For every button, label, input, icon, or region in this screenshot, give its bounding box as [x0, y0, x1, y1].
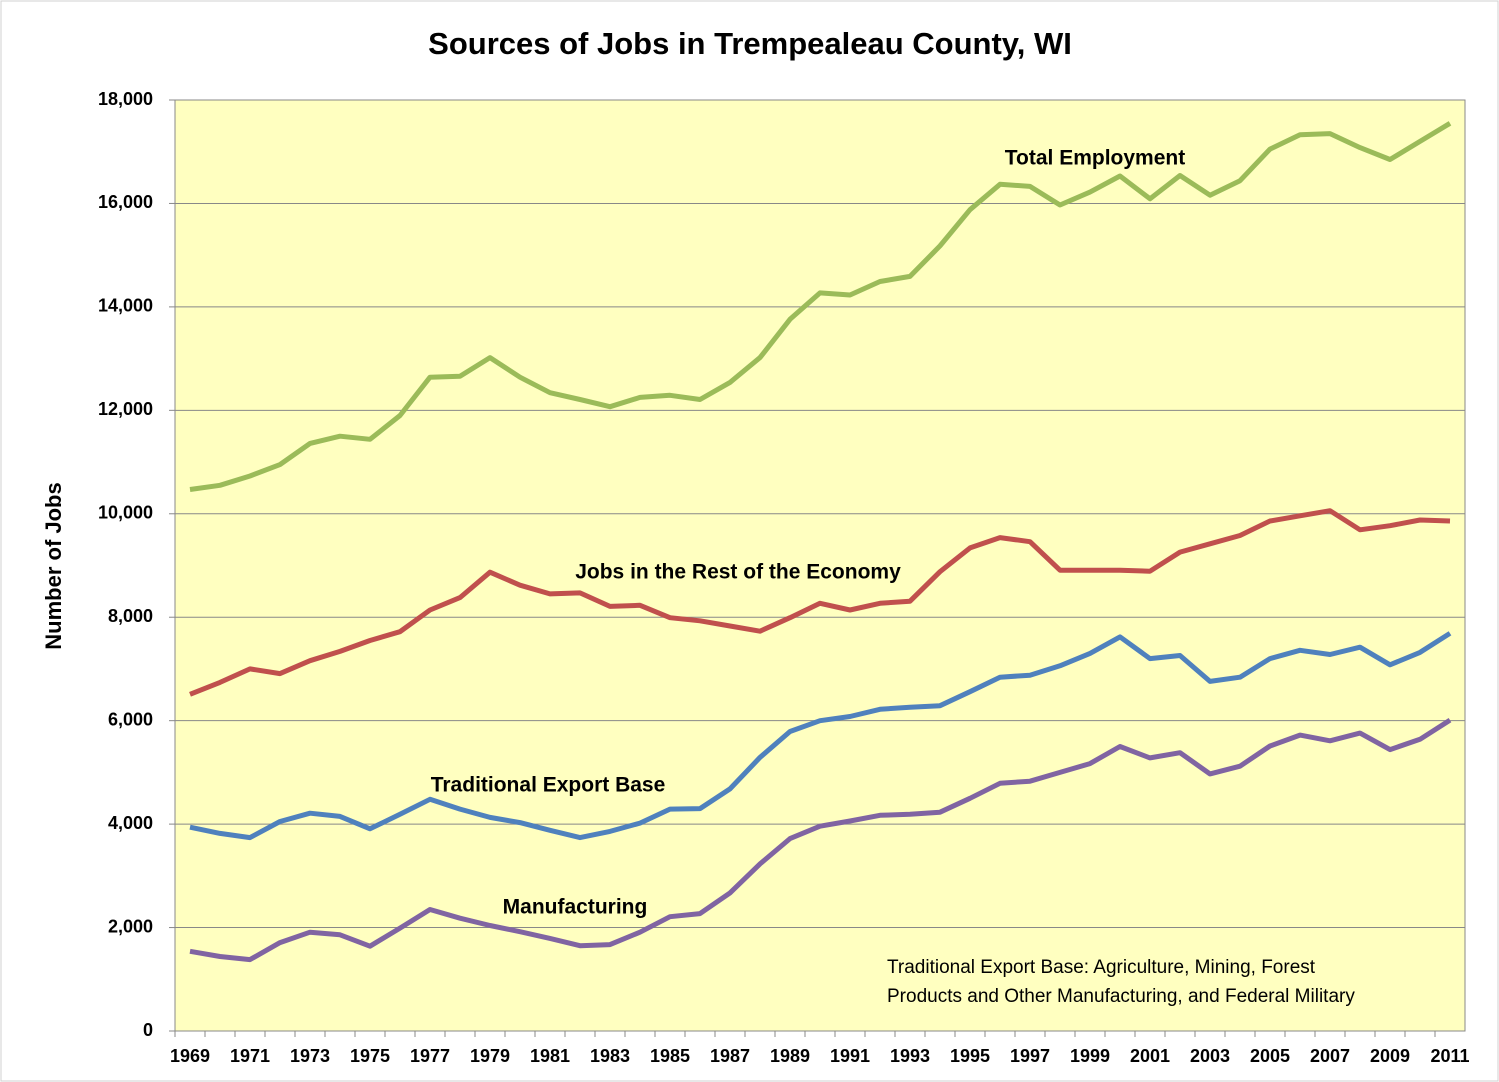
y-tick-label: 6,000 — [108, 709, 153, 729]
x-tick-label: 1995 — [950, 1046, 990, 1066]
y-tick-label: 8,000 — [108, 606, 153, 626]
x-tick-label: 1981 — [530, 1046, 570, 1066]
x-tick-label: 2009 — [1370, 1046, 1410, 1066]
y-tick-label: 12,000 — [98, 399, 153, 419]
y-tick-label: 18,000 — [98, 89, 153, 109]
series-line — [189, 121, 1452, 492]
x-tick-label: 2001 — [1130, 1046, 1170, 1066]
x-tick-label: 1999 — [1070, 1046, 1110, 1066]
x-tick-label: 1983 — [590, 1046, 630, 1066]
y-tick-label: 4,000 — [108, 813, 153, 833]
chart-title: Sources of Jobs in Trempealeau County, W… — [428, 26, 1072, 61]
x-tick-label: 1985 — [650, 1046, 690, 1066]
x-tick-label: 2005 — [1250, 1046, 1290, 1066]
x-tick-label: 2007 — [1310, 1046, 1350, 1066]
x-tick-label: 1993 — [890, 1046, 930, 1066]
series-line — [189, 508, 1451, 697]
series-line — [189, 631, 1452, 841]
series-line — [189, 717, 1452, 963]
x-tick-label: 1979 — [470, 1046, 510, 1066]
x-tick-label: 2011 — [1430, 1046, 1469, 1066]
x-tick-label: 2003 — [1190, 1046, 1230, 1066]
y-tick-label: 14,000 — [98, 296, 153, 316]
x-tick-label: 1991 — [830, 1046, 870, 1066]
x-tick-label: 1975 — [350, 1046, 390, 1066]
y-tick-label: 2,000 — [108, 916, 153, 936]
y-tick-label: 0 — [143, 1020, 153, 1040]
series-label: Total Employment — [1005, 147, 1185, 170]
annotation: Traditional Export Base: Agriculture, Mi… — [887, 957, 1316, 978]
x-tick-label: 1977 — [410, 1046, 450, 1066]
annotation: Products and Other Manufacturing, and Fe… — [887, 986, 1355, 1007]
series-label: Manufacturing — [503, 896, 648, 919]
series-label: Jobs in the Rest of the Economy — [575, 561, 901, 584]
series-label: Traditional Export Base — [431, 774, 666, 797]
plot-area — [174, 99, 1466, 1032]
x-tick-label: 1973 — [290, 1046, 330, 1066]
x-tick-label: 1971 — [230, 1046, 270, 1066]
y-tick-label: 16,000 — [98, 192, 153, 212]
x-tick-label: 1997 — [1010, 1046, 1050, 1066]
x-tick-label: 1989 — [770, 1046, 810, 1066]
x-tick-label: 1987 — [710, 1046, 750, 1066]
y-axis-label: Number of Jobs — [41, 482, 66, 649]
y-tick-label: 10,000 — [98, 503, 153, 523]
x-tick-label: 1969 — [170, 1046, 210, 1066]
